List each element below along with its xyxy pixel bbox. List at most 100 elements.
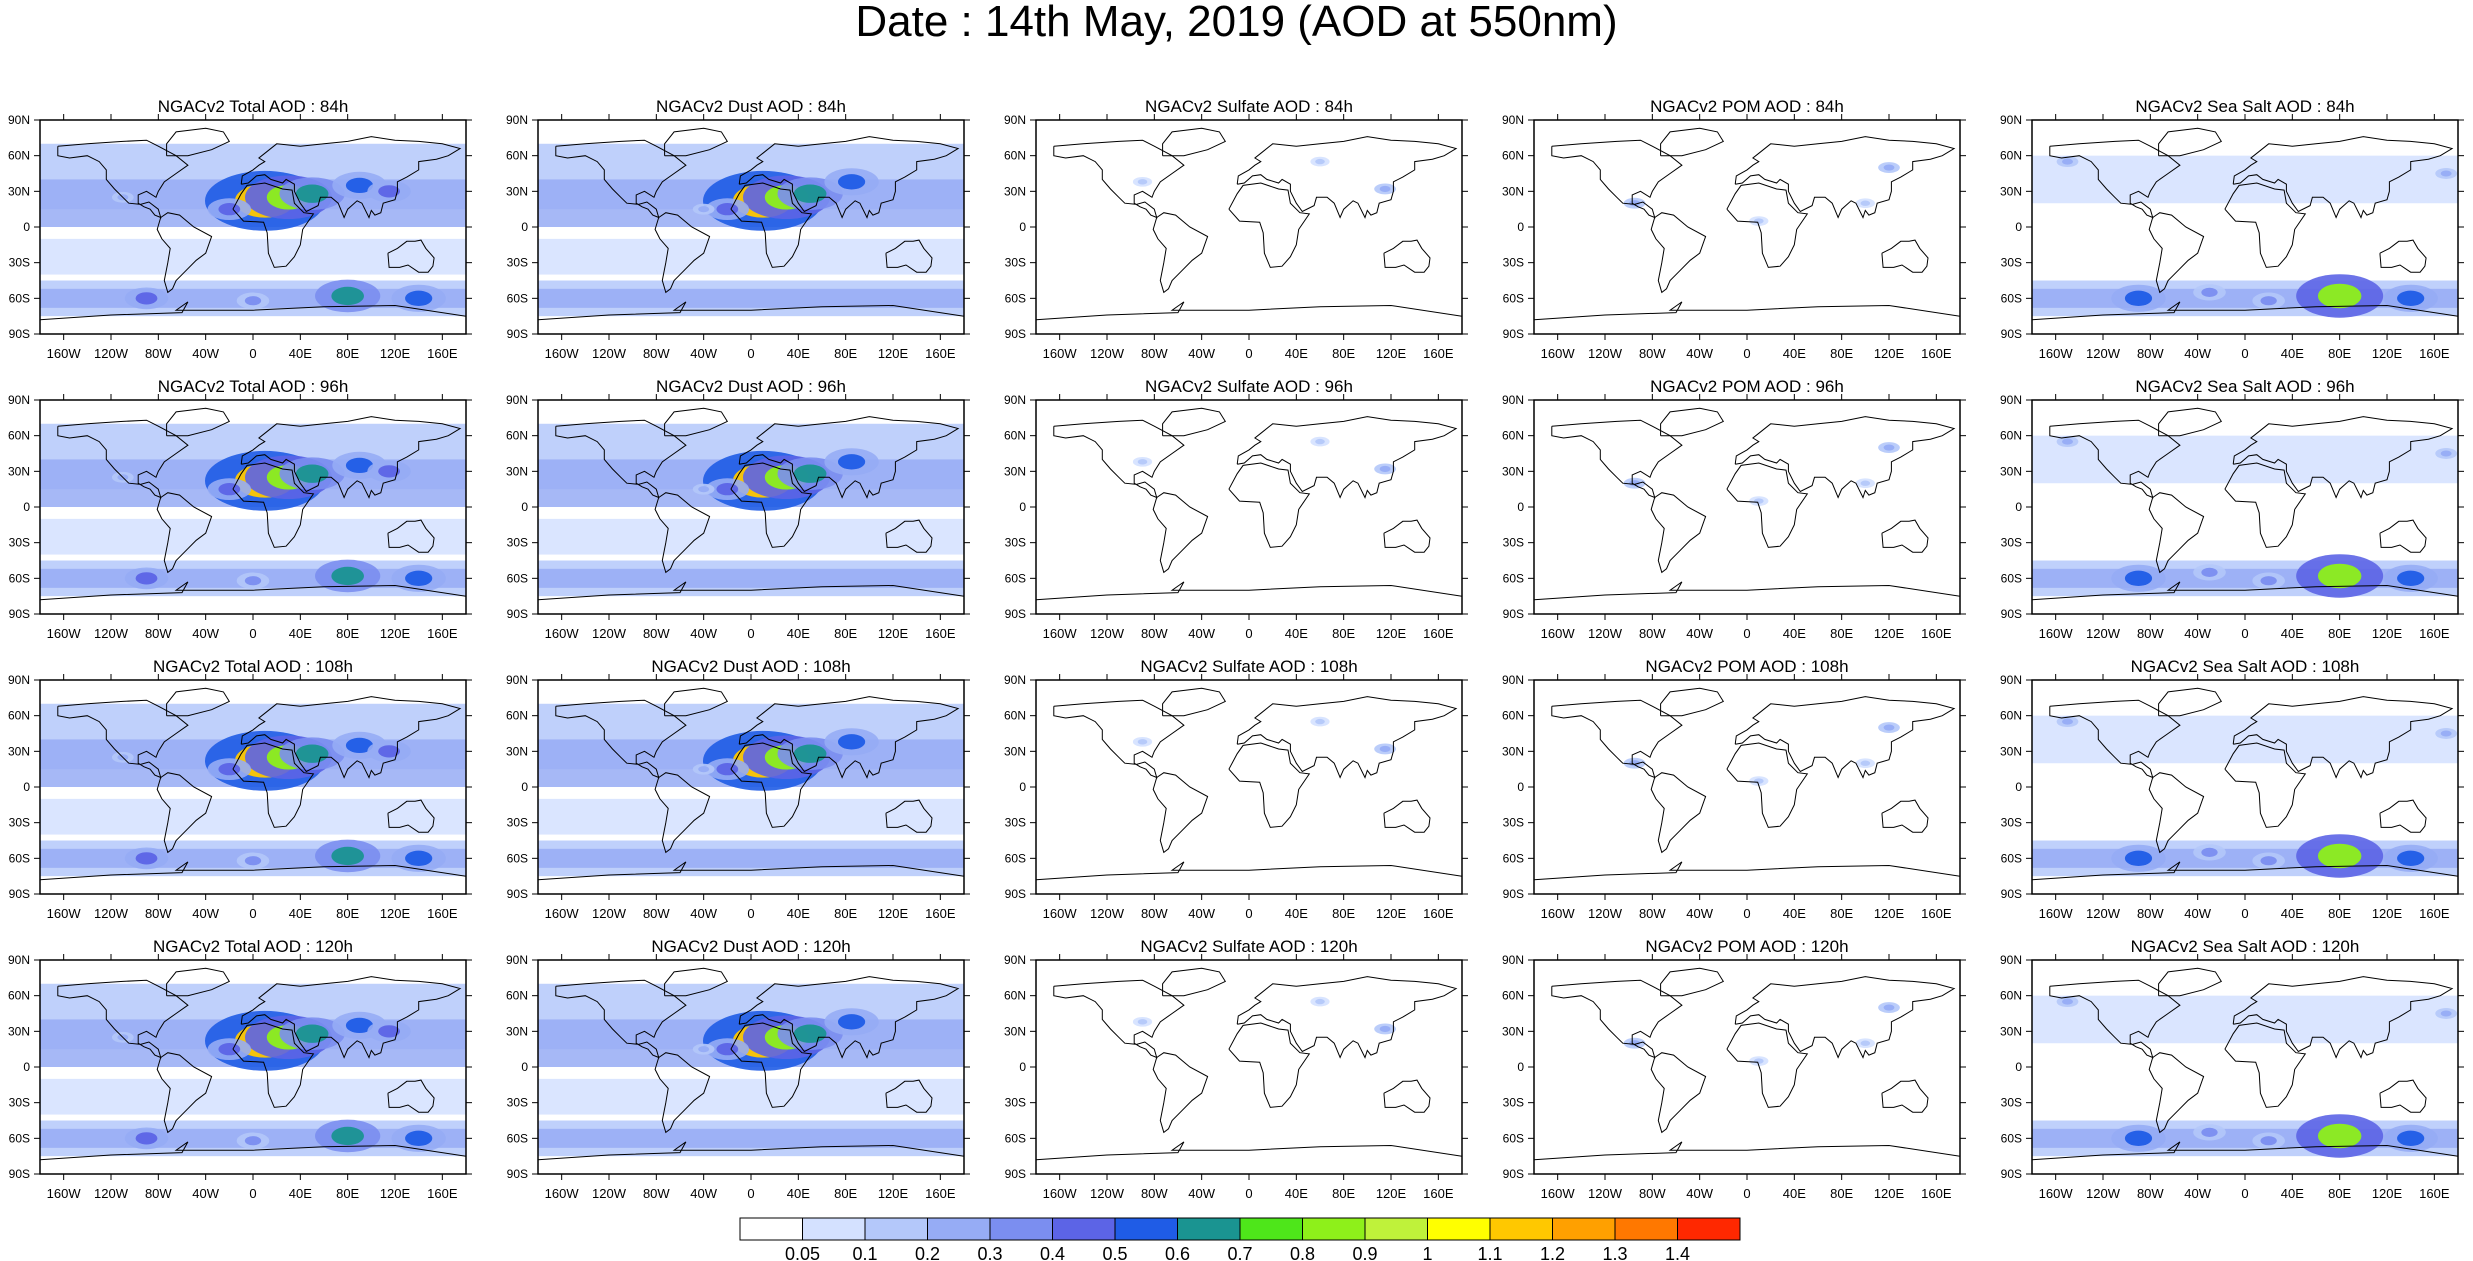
- y-tick-label: 60N: [1004, 429, 1026, 443]
- x-tick-label: 40E: [2281, 626, 2304, 641]
- x-tick-label: 40W: [192, 626, 219, 641]
- panel-background: [1534, 400, 1960, 614]
- y-tick-label: 90N: [8, 953, 30, 967]
- x-tick-label: 120E: [380, 906, 411, 921]
- map-panel: NGACv2 Sea Salt AOD : 96h 160W 120W 80W 40W 0…: [2000, 377, 2464, 641]
- x-tick-label: 0: [2241, 626, 2248, 641]
- aod-core: [1860, 200, 1871, 206]
- x-tick-label: 120E: [878, 626, 909, 641]
- x-tick-label: 160W: [2039, 346, 2074, 361]
- y-tick-label: 30N: [8, 1024, 30, 1038]
- coastline: [1383, 519, 1431, 553]
- coastline: [538, 301, 964, 321]
- aod-core: [295, 1024, 329, 1043]
- x-tick-label: 80W: [1639, 626, 1666, 641]
- aod-band: [40, 1078, 466, 1115]
- y-tick-label: 90S: [2001, 887, 2022, 901]
- aod-band: [538, 1128, 964, 1148]
- x-tick-label: 120W: [2086, 346, 2121, 361]
- coastline: [2032, 861, 2458, 881]
- coastline: [1236, 976, 1458, 1059]
- x-tick-label: 160E: [1423, 906, 1454, 921]
- aod-core: [793, 744, 827, 763]
- colorbar-label: 0.2: [915, 1244, 940, 1261]
- x-tick-label: 160W: [545, 1186, 580, 1201]
- aod-core: [837, 1014, 866, 1030]
- coastline: [1650, 492, 1707, 574]
- aod-core: [2440, 170, 2452, 177]
- x-tick-label: 40W: [690, 906, 717, 921]
- x-tick-label: 120E: [878, 906, 909, 921]
- x-tick-label: 40W: [192, 346, 219, 361]
- x-tick-label: 40E: [2281, 906, 2304, 921]
- map-panel: NGACv2 Sulfate AOD : 84h 160W 120W 80W 40W 0 4…: [1004, 97, 1468, 361]
- aod-core: [1860, 480, 1871, 486]
- x-tick-label: 120W: [2086, 626, 2121, 641]
- aod-core: [295, 744, 329, 763]
- y-tick-label: 0: [1019, 500, 1026, 514]
- map-panel: NGACv2 Total AOD : 96h 160W 120W 80W 40W 0 40E…: [8, 377, 472, 641]
- aod-core: [405, 570, 433, 586]
- coastline: [2158, 687, 2223, 717]
- y-tick-label: 90S: [1005, 607, 1026, 621]
- x-tick-label: 40W: [2184, 906, 2211, 921]
- y-tick-label: 60S: [2001, 1131, 2022, 1145]
- map-panel: NGACv2 POM AOD : 120h 160W 120W 80W 40W 0 40E 8…: [1502, 937, 1966, 1201]
- panel-content: [1036, 680, 1462, 894]
- aod-band: [40, 798, 466, 835]
- coastline: [1881, 1079, 1929, 1113]
- panel-title: NGACv2 Sea Salt AOD : 84h: [2135, 97, 2354, 116]
- y-tick-label: 60N: [1502, 709, 1524, 723]
- y-tick-label: 30S: [507, 536, 528, 550]
- y-tick-label: 90N: [1004, 953, 1026, 967]
- x-tick-label: 120E: [380, 626, 411, 641]
- aod-core: [331, 846, 364, 866]
- aod-core: [345, 177, 374, 194]
- aod-core: [1137, 459, 1148, 465]
- aod-core: [331, 286, 364, 306]
- aod-core: [1754, 498, 1764, 504]
- coastline: [1162, 967, 1227, 997]
- y-tick-label: 30N: [1502, 464, 1524, 478]
- aod-band: [538, 518, 964, 555]
- panel-title: NGACv2 POM AOD : 120h: [1645, 937, 1848, 956]
- colorbar-label: 0.3: [977, 1244, 1002, 1261]
- coastline: [1881, 799, 1929, 833]
- x-tick-label: 120W: [1588, 626, 1623, 641]
- aod-core: [2440, 1010, 2452, 1017]
- coastline: [2032, 581, 2458, 601]
- x-tick-label: 160E: [2419, 346, 2450, 361]
- coastline: [240, 416, 462, 499]
- y-tick-label: 90N: [2000, 393, 2022, 407]
- x-tick-label: 80E: [1830, 1186, 1853, 1201]
- coastline: [40, 581, 466, 601]
- coastline: [1726, 182, 1809, 268]
- aod-core: [2397, 1130, 2425, 1146]
- y-tick-label: 30S: [9, 256, 30, 270]
- aod-core: [1379, 185, 1391, 193]
- panel-content: [40, 400, 466, 614]
- x-tick-label: 80W: [1141, 626, 1168, 641]
- y-tick-label: 30N: [2000, 744, 2022, 758]
- aod-core: [2201, 847, 2218, 857]
- coastline: [166, 127, 231, 157]
- y-tick-label: 30N: [8, 744, 30, 758]
- y-tick-label: 30S: [1005, 816, 1026, 830]
- coastline: [1152, 492, 1209, 574]
- coastline: [232, 182, 315, 268]
- aod-core: [1860, 1040, 1871, 1046]
- panel-title: NGACv2 Sea Salt AOD : 108h: [2131, 657, 2360, 676]
- aod-core: [1754, 1058, 1764, 1064]
- aod-core: [1137, 739, 1148, 745]
- coastline: [1152, 772, 1209, 854]
- x-tick-label: 160W: [1541, 1186, 1576, 1201]
- x-tick-label: 120W: [1090, 1186, 1125, 1201]
- x-tick-label: 160E: [925, 346, 956, 361]
- x-tick-label: 40E: [289, 626, 312, 641]
- y-tick-label: 60S: [507, 291, 528, 305]
- aod-core: [1883, 164, 1895, 171]
- y-tick-label: 90N: [2000, 953, 2022, 967]
- y-tick-label: 90N: [1502, 673, 1524, 687]
- coastline: [738, 696, 960, 779]
- y-tick-label: 30S: [9, 816, 30, 830]
